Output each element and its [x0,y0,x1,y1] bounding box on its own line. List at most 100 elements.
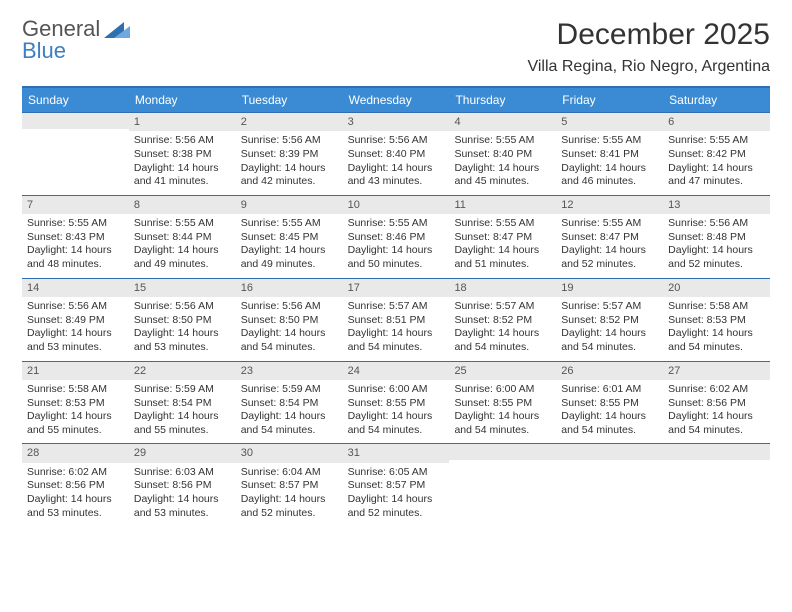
calendar-cell: 24Sunrise: 6:00 AMSunset: 8:55 PMDayligh… [343,362,450,444]
day-header: Wednesday [343,88,450,112]
day-header: Tuesday [236,88,343,112]
daylight-text: Daylight: 14 hours and 54 minutes. [668,327,765,354]
sunset-text: Sunset: 8:40 PM [454,148,551,162]
daylight-text: Daylight: 14 hours and 55 minutes. [134,410,231,437]
sunset-text: Sunset: 8:46 PM [348,231,445,245]
calendar-cell: 17Sunrise: 5:57 AMSunset: 8:51 PMDayligh… [343,279,450,361]
calendar-cell: 2Sunrise: 5:56 AMSunset: 8:39 PMDaylight… [236,113,343,195]
sunrise-text: Sunrise: 6:01 AM [561,383,658,397]
day-body: Sunrise: 5:55 AMSunset: 8:41 PMDaylight:… [556,131,663,195]
calendar-cell: 12Sunrise: 5:55 AMSunset: 8:47 PMDayligh… [556,196,663,278]
daylight-text: Daylight: 14 hours and 54 minutes. [668,410,765,437]
sunset-text: Sunset: 8:38 PM [134,148,231,162]
sunset-text: Sunset: 8:50 PM [134,314,231,328]
daylight-text: Daylight: 14 hours and 54 minutes. [454,410,551,437]
day-number: 3 [343,113,450,131]
day-body: Sunrise: 5:55 AMSunset: 8:47 PMDaylight:… [556,214,663,278]
sunset-text: Sunset: 8:47 PM [561,231,658,245]
day-number: 7 [22,196,129,214]
daylight-text: Daylight: 14 hours and 54 minutes. [241,327,338,354]
daylight-text: Daylight: 14 hours and 52 minutes. [241,493,338,520]
day-number: 12 [556,196,663,214]
calendar-cell: 18Sunrise: 5:57 AMSunset: 8:52 PMDayligh… [449,279,556,361]
day-number: 27 [663,362,770,380]
daylight-text: Daylight: 14 hours and 54 minutes. [561,410,658,437]
day-body: Sunrise: 5:55 AMSunset: 8:45 PMDaylight:… [236,214,343,278]
sunrise-text: Sunrise: 5:56 AM [27,300,124,314]
sunrise-text: Sunrise: 5:57 AM [561,300,658,314]
day-body: Sunrise: 5:55 AMSunset: 8:46 PMDaylight:… [343,214,450,278]
week-row: 14Sunrise: 5:56 AMSunset: 8:49 PMDayligh… [22,278,770,361]
sunrise-text: Sunrise: 6:04 AM [241,466,338,480]
sunrise-text: Sunrise: 5:55 AM [668,134,765,148]
daylight-text: Daylight: 14 hours and 41 minutes. [134,162,231,189]
month-title: December 2025 [527,18,770,52]
day-number [22,113,129,129]
day-body: Sunrise: 5:56 AMSunset: 8:50 PMDaylight:… [129,297,236,361]
daylight-text: Daylight: 14 hours and 47 minutes. [668,162,765,189]
day-number: 28 [22,444,129,462]
day-header: Thursday [449,88,556,112]
sunrise-text: Sunrise: 6:05 AM [348,466,445,480]
day-body: Sunrise: 5:56 AMSunset: 8:40 PMDaylight:… [343,131,450,195]
sunrise-text: Sunrise: 5:57 AM [348,300,445,314]
sunset-text: Sunset: 8:47 PM [454,231,551,245]
sunset-text: Sunset: 8:56 PM [668,397,765,411]
calendar-cell: 22Sunrise: 5:59 AMSunset: 8:54 PMDayligh… [129,362,236,444]
calendar-cell: 1Sunrise: 5:56 AMSunset: 8:38 PMDaylight… [129,113,236,195]
sunset-text: Sunset: 8:51 PM [348,314,445,328]
calendar-cell: 23Sunrise: 5:59 AMSunset: 8:54 PMDayligh… [236,362,343,444]
sunset-text: Sunset: 8:43 PM [27,231,124,245]
sunset-text: Sunset: 8:56 PM [134,479,231,493]
day-body: Sunrise: 6:00 AMSunset: 8:55 PMDaylight:… [343,380,450,444]
day-number [449,444,556,460]
day-number: 22 [129,362,236,380]
day-number: 23 [236,362,343,380]
daylight-text: Daylight: 14 hours and 43 minutes. [348,162,445,189]
page: General Blue December 2025 Villa Regina,… [0,0,792,544]
calendar-cell [449,444,556,526]
calendar-cell: 25 Sunrise: 6:00 AMSunset: 8:55 PMDayligh… [449,362,556,444]
sunrise-text: Sunrise: 5:55 AM [348,217,445,231]
sunset-text: Sunset: 8:54 PM [134,397,231,411]
title-block: December 2025 Villa Regina, Rio Negro, A… [527,18,770,76]
sunrise-text: Sunrise: 5:59 AM [241,383,338,397]
day-number: 30 [236,444,343,462]
calendar-cell: 27 Sunrise: 6:02 AMSunset: 8:56 PMDayligh… [663,362,770,444]
day-body: Sunrise: 5:57 AMSunset: 8:51 PMDaylight:… [343,297,450,361]
sunrise-text: Sunrise: 5:56 AM [134,300,231,314]
weeks-container: 1Sunrise: 5:56 AMSunset: 8:38 PMDaylight… [22,112,770,526]
daylight-text: Daylight: 14 hours and 54 minutes. [561,327,658,354]
sunset-text: Sunset: 8:54 PM [241,397,338,411]
day-body: Sunrise: 5:56 AMSunset: 8:50 PMDaylight:… [236,297,343,361]
day-body: Sunrise: 6:03 AMSunset: 8:56 PMDaylight:… [129,463,236,527]
day-number [556,444,663,460]
calendar-cell: 14Sunrise: 5:56 AMSunset: 8:49 PMDayligh… [22,279,129,361]
day-number: 13 [663,196,770,214]
day-body: Sunrise: 6:04 AMSunset: 8:57 PMDaylight:… [236,463,343,527]
sunrise-text: Sunrise: 6:00 AM [454,383,551,397]
day-number: 29 [129,444,236,462]
calendar-cell: 7Sunrise: 5:55 AMSunset: 8:43 PMDaylight… [22,196,129,278]
day-header-row: SundayMondayTuesdayWednesdayThursdayFrid… [22,88,770,112]
sunset-text: Sunset: 8:53 PM [668,314,765,328]
sunrise-text: Sunrise: 5:58 AM [27,383,124,397]
day-header: Sunday [22,88,129,112]
sunrise-text: Sunrise: 5:55 AM [27,217,124,231]
calendar-cell: 19Sunrise: 5:57 AMSunset: 8:52 PMDayligh… [556,279,663,361]
week-row: 21Sunrise: 5:58 AMSunset: 8:53 PMDayligh… [22,361,770,444]
triangle-icon [104,20,130,47]
calendar-cell: 30Sunrise: 6:04 AMSunset: 8:57 PMDayligh… [236,444,343,526]
calendar-cell: 8Sunrise: 5:55 AMSunset: 8:44 PMDaylight… [129,196,236,278]
logo: General Blue [22,18,130,62]
sunset-text: Sunset: 8:57 PM [348,479,445,493]
day-number: 10 [343,196,450,214]
day-header: Saturday [663,88,770,112]
daylight-text: Daylight: 14 hours and 46 minutes. [561,162,658,189]
day-number: 25 [449,362,556,380]
daylight-text: Daylight: 14 hours and 45 minutes. [454,162,551,189]
header: General Blue December 2025 Villa Regina,… [22,18,770,76]
sunrise-text: Sunrise: 6:02 AM [668,383,765,397]
calendar-cell: 28Sunrise: 6:02 AMSunset: 8:56 PMDayligh… [22,444,129,526]
sunset-text: Sunset: 8:55 PM [454,397,551,411]
